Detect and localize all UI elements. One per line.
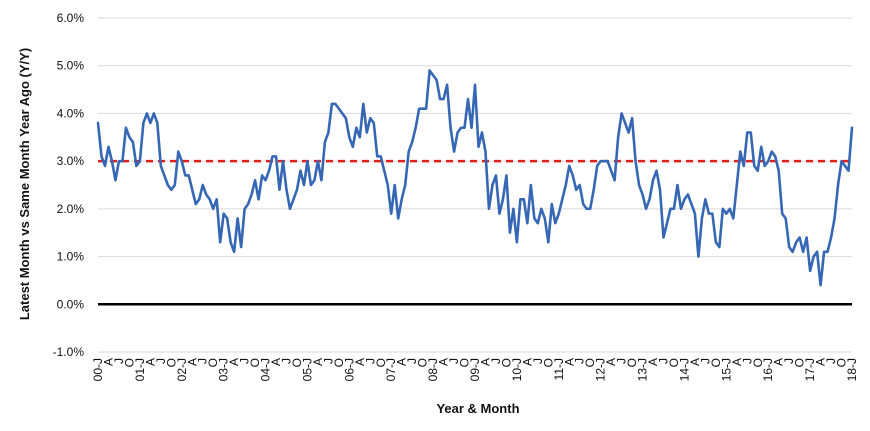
x-tick-label: A	[311, 358, 325, 366]
x-tick-label: O	[751, 358, 765, 367]
x-tick-label: 07-J	[384, 358, 398, 381]
x-tick-label: O	[458, 358, 472, 367]
x-tick-label: O	[499, 358, 513, 367]
x-tick-label: A	[143, 358, 157, 366]
x-tick-label: O	[835, 358, 849, 367]
x-tick-label: 16-J	[761, 358, 775, 381]
x-tick-label: 00-J	[91, 358, 105, 381]
x-tick-label: J	[657, 358, 671, 364]
y-tick-label: 0.0%	[57, 297, 85, 311]
x-tick-label: O	[374, 358, 388, 367]
x-tick-label: 15-J	[719, 358, 733, 381]
x-tick-label: A	[562, 358, 576, 366]
x-tick-label: A	[520, 358, 534, 366]
x-axis-title: Year & Month	[436, 401, 519, 416]
x-tick-label: O	[667, 358, 681, 367]
y-tick-label: -1.0%	[53, 345, 85, 359]
x-tick-label: J	[280, 358, 294, 364]
x-tick-label: 08-J	[426, 358, 440, 381]
reference-lines	[98, 159, 852, 306]
x-tick-label: J	[405, 358, 419, 364]
x-tick-label: 11-J	[552, 358, 566, 380]
x-tick-label: A	[269, 358, 283, 366]
x-tick-label: A	[730, 358, 744, 366]
x-tick-label: J	[531, 358, 545, 364]
x-tick-label: O	[541, 358, 555, 367]
y-tick-label: 5.0%	[57, 59, 85, 73]
series-layer	[96, 69, 854, 287]
x-tick-label: 14-J	[677, 358, 691, 381]
x-tick-label: A	[395, 358, 409, 366]
y-axis-ticks: -1.0% 0.0% 1.0% 2.0% 3.0% 4.0% 5.0% 6.0%	[53, 11, 85, 359]
x-tick-label: J	[615, 358, 629, 364]
x-tick-label: J	[489, 358, 503, 364]
y-tick-label: 6.0%	[57, 11, 85, 25]
x-tick-label: 02-J	[175, 358, 189, 381]
x-tick-label: J	[698, 358, 712, 364]
y-tick-label: 3.0%	[57, 154, 85, 168]
x-tick-label: J	[154, 358, 168, 364]
x-axis-ticks: 00-JAJO01-JAJO02-JAJO03-JAJO04-JAJO05-JA…	[91, 358, 859, 381]
x-tick-label: A	[646, 358, 660, 366]
x-tick-label: J	[782, 358, 796, 364]
x-tick-label: 04-J	[259, 358, 273, 381]
y-tick-label: 4.0%	[57, 106, 85, 120]
x-tick-label: 05-J	[300, 358, 314, 381]
x-tick-label: O	[248, 358, 262, 367]
y-tick-label: 2.0%	[57, 202, 85, 216]
x-tick-label: O	[709, 358, 723, 367]
x-tick-label: O	[332, 358, 346, 367]
x-tick-label: 17-J	[803, 358, 817, 381]
x-tick-label: J	[740, 358, 754, 364]
x-tick-label: A	[437, 358, 451, 366]
x-tick-label: 03-J	[217, 358, 231, 381]
x-tick-label: J	[447, 358, 461, 364]
x-tick-label: 18-J	[845, 358, 859, 381]
x-tick-label: 01-J	[133, 358, 147, 381]
x-tick-label: A	[227, 358, 241, 366]
x-tick-label: A	[814, 358, 828, 366]
x-tick-label: J	[196, 358, 210, 364]
x-tick-label: A	[478, 358, 492, 366]
x-tick-label: O	[122, 358, 136, 367]
x-tick-label: A	[185, 358, 199, 366]
x-tick-label: 12-J	[594, 358, 608, 381]
x-tick-label: O	[164, 358, 178, 367]
x-tick-label: O	[625, 358, 639, 367]
x-tick-label: O	[206, 358, 220, 367]
x-tick-label: O	[793, 358, 807, 367]
gridlines	[98, 17, 852, 353]
x-tick-label: J	[112, 358, 126, 364]
series-line	[96, 69, 854, 287]
x-tick-label: 10-J	[510, 358, 524, 381]
y-axis-title: Latest Month vs Same Month Year Ago (Y/Y…	[17, 48, 32, 320]
x-tick-label: J	[321, 358, 335, 364]
x-tick-label: A	[772, 358, 786, 366]
y-tick-label: 1.0%	[57, 250, 85, 264]
x-tick-label: O	[416, 358, 430, 367]
x-tick-label: A	[688, 358, 702, 366]
x-tick-label: 09-J	[468, 358, 482, 381]
x-tick-label: 06-J	[342, 358, 356, 381]
x-tick-label: O	[583, 358, 597, 367]
x-tick-label: A	[101, 358, 115, 366]
x-tick-label: J	[238, 358, 252, 364]
x-tick-label: A	[604, 358, 618, 366]
x-tick-label: A	[353, 358, 367, 366]
x-tick-label: O	[290, 358, 304, 367]
x-tick-label: J	[363, 358, 377, 364]
x-tick-label: J	[573, 358, 587, 364]
x-tick-label: 13-J	[636, 358, 650, 381]
x-tick-label: J	[824, 358, 838, 364]
